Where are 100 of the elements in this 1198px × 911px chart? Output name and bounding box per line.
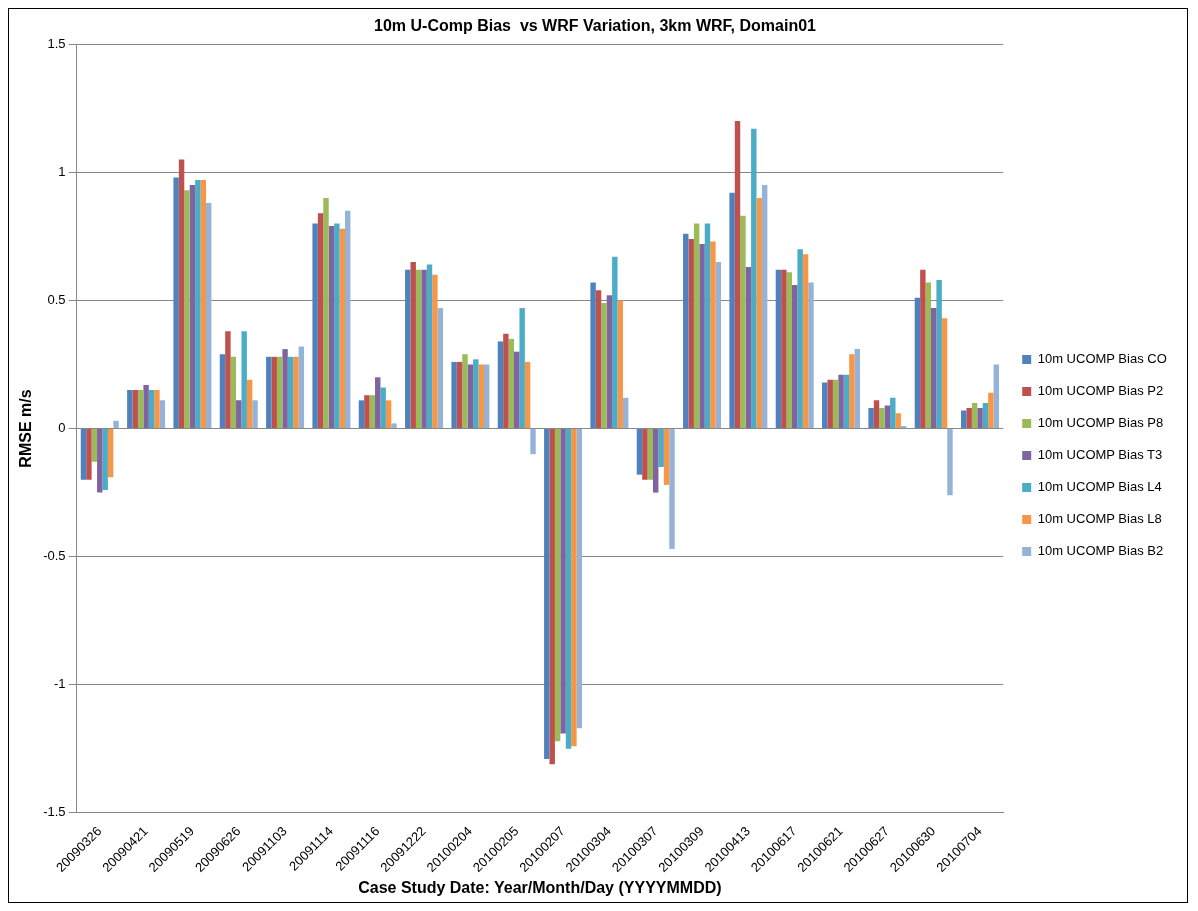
bar [473, 359, 479, 429]
bar [524, 361, 531, 429]
bar [549, 429, 555, 765]
legend-label: 10m UCOMP Bias L4 [1037, 479, 1162, 495]
bar [993, 364, 1000, 429]
bar [246, 379, 253, 429]
bar [740, 215, 746, 429]
bar [252, 400, 258, 429]
bar [148, 390, 155, 429]
bar [514, 351, 520, 429]
bar [298, 346, 305, 429]
bar [266, 356, 272, 429]
legend-label: 10m UCOMP Bias T3 [1037, 447, 1163, 463]
bar [734, 121, 741, 429]
bar [173, 177, 179, 429]
bar [364, 395, 370, 429]
bar [344, 210, 351, 429]
bar [683, 233, 689, 429]
bar [437, 308, 444, 429]
bar [658, 429, 664, 467]
bar [375, 377, 381, 429]
bar [503, 333, 509, 429]
bar [508, 338, 515, 429]
bar [900, 425, 907, 429]
bar [854, 349, 861, 429]
bar [920, 269, 926, 429]
bar [132, 390, 138, 429]
bar [832, 379, 839, 429]
bar [947, 429, 953, 496]
bar [653, 429, 659, 493]
y-tick-label: 0 [58, 420, 66, 436]
bar [756, 197, 762, 429]
bar [966, 408, 972, 429]
bar [843, 374, 850, 429]
bar [617, 300, 623, 429]
legend-label: 10m UCOMP Bias P2 [1037, 383, 1164, 399]
bar [595, 290, 602, 429]
bar [519, 308, 525, 429]
bar [827, 379, 833, 429]
bar [200, 180, 206, 429]
bar [385, 400, 392, 429]
bar [808, 282, 814, 429]
bar [113, 420, 119, 429]
bar [276, 356, 283, 429]
bar [451, 361, 457, 429]
bar [663, 429, 670, 485]
bar [86, 429, 92, 480]
bar [143, 384, 149, 429]
bar [710, 241, 716, 429]
bar [977, 408, 983, 429]
bar [154, 390, 160, 429]
bar [576, 429, 583, 729]
bar [636, 429, 643, 475]
bar [565, 429, 572, 749]
bar [107, 429, 114, 478]
bar [601, 302, 607, 429]
bar [426, 264, 433, 429]
bar [642, 429, 648, 480]
legend-label: 10m UCOMP Bias B2 [1037, 543, 1164, 559]
bar [195, 180, 201, 429]
legend-label: 10m UCOMP Bias CO [1037, 351, 1167, 367]
bar [358, 400, 365, 429]
bar [622, 397, 629, 429]
bar [729, 192, 735, 429]
bar [97, 429, 103, 493]
bar [483, 364, 490, 429]
bar [715, 261, 722, 429]
bar [312, 223, 318, 429]
bar [688, 238, 694, 429]
bar [159, 400, 166, 429]
bar [930, 308, 937, 429]
bar [971, 402, 978, 429]
bar [792, 285, 798, 429]
bar [421, 269, 427, 429]
bar [405, 269, 411, 429]
bar [571, 429, 577, 747]
bar [786, 272, 792, 429]
bar [936, 279, 942, 429]
bar [287, 356, 294, 429]
bar [178, 159, 185, 429]
bar [560, 429, 566, 734]
bar [380, 387, 386, 429]
bar [822, 382, 828, 429]
bar [230, 356, 237, 429]
bar [91, 429, 98, 462]
bar [879, 408, 885, 429]
bar [745, 267, 752, 429]
chart-title: 10m U-Comp Bias vs WRF Variation, 3km WRF, Domain01 [374, 17, 817, 35]
bar [761, 185, 768, 429]
bar [80, 429, 87, 480]
bar [137, 390, 144, 429]
bar [497, 341, 504, 429]
bar [890, 397, 896, 429]
bar [612, 256, 618, 429]
bar [339, 228, 345, 429]
bar [849, 354, 855, 429]
bar [462, 354, 468, 429]
bar [456, 361, 463, 429]
bar [802, 254, 809, 429]
y-tick-label: -0.5 [43, 548, 66, 564]
